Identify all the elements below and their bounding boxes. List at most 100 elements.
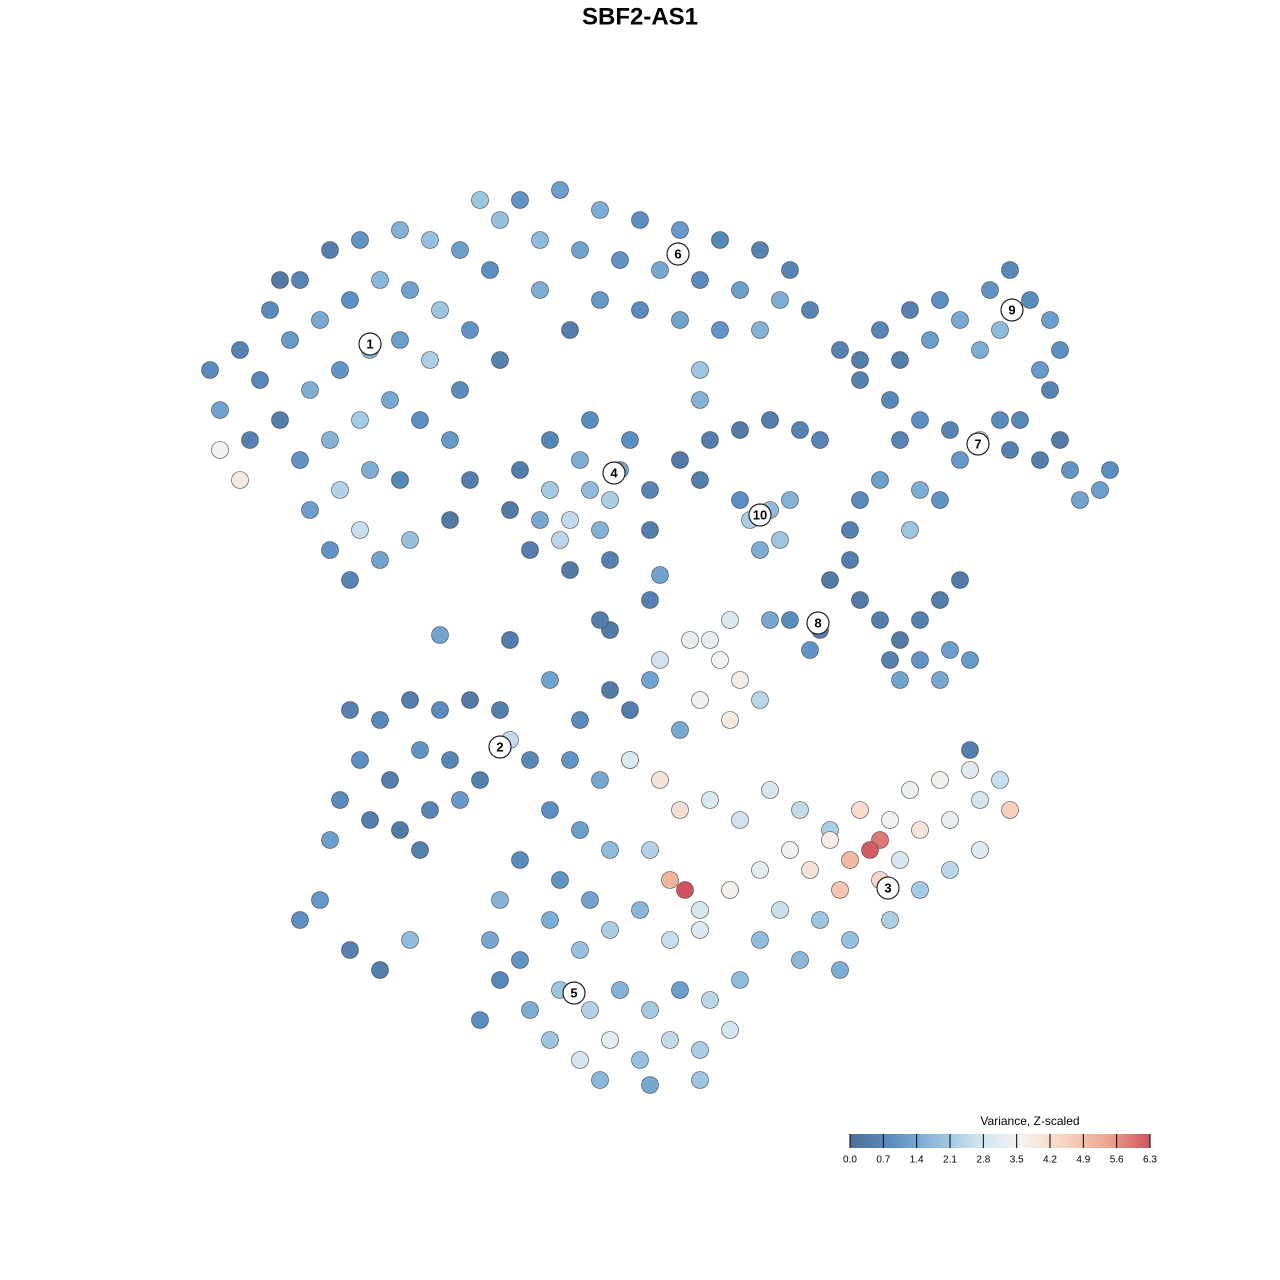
point — [421, 351, 439, 369]
point — [691, 271, 709, 289]
point — [991, 411, 1009, 429]
point — [521, 1001, 539, 1019]
point — [751, 861, 769, 879]
point — [771, 901, 789, 919]
cluster-label: 6 — [674, 246, 681, 261]
point — [411, 741, 429, 759]
point — [461, 471, 479, 489]
point — [201, 361, 219, 379]
cluster-marker — [488, 735, 512, 759]
colorbar-tick-label: 3.5 — [1010, 1155, 1024, 1166]
point — [511, 191, 529, 209]
point — [961, 651, 979, 669]
point — [811, 431, 829, 449]
point — [671, 451, 689, 469]
point — [981, 281, 999, 299]
point — [591, 1071, 609, 1089]
point — [731, 671, 749, 689]
point — [911, 881, 929, 899]
point — [721, 1021, 739, 1039]
point — [911, 611, 929, 629]
point — [841, 851, 859, 869]
point — [231, 471, 249, 489]
point — [731, 971, 749, 989]
point — [961, 761, 979, 779]
point — [791, 421, 809, 439]
colorbar-bar — [850, 1134, 1150, 1148]
point — [541, 911, 559, 929]
point — [561, 751, 579, 769]
colorbar-tick-label: 5.6 — [1110, 1155, 1124, 1166]
point — [571, 1051, 589, 1069]
point — [601, 551, 619, 569]
point — [291, 451, 309, 469]
point — [691, 691, 709, 709]
point — [391, 221, 409, 239]
point — [331, 791, 349, 809]
point — [401, 691, 419, 709]
point — [1011, 411, 1029, 429]
colorbar-tick-label: 6.3 — [1143, 1155, 1157, 1166]
point — [851, 351, 869, 369]
point — [941, 811, 959, 829]
point — [581, 481, 599, 499]
point — [641, 1001, 659, 1019]
point — [641, 671, 659, 689]
cluster-marker — [602, 461, 626, 485]
point — [421, 801, 439, 819]
point — [341, 941, 359, 959]
point — [641, 591, 659, 609]
point — [691, 391, 709, 409]
point — [581, 891, 599, 909]
point — [641, 1076, 659, 1094]
point — [801, 641, 819, 659]
point — [511, 951, 529, 969]
point — [301, 501, 319, 519]
point — [591, 771, 609, 789]
point — [931, 291, 949, 309]
colorbar: Variance, Z-scaled 0.0 0.7 1.4 2.1 2.8 3.5 4.2… — [843, 1114, 1157, 1165]
point — [421, 231, 439, 249]
point — [521, 751, 539, 769]
cluster-label: 2 — [496, 739, 503, 754]
point — [671, 721, 689, 739]
point — [781, 841, 799, 859]
point — [1041, 311, 1059, 329]
point — [851, 591, 869, 609]
point — [511, 461, 529, 479]
point — [341, 291, 359, 309]
point — [571, 241, 589, 259]
cluster-marker — [966, 432, 990, 456]
point — [871, 611, 889, 629]
colorbar-title: Variance, Z-scaled — [980, 1114, 1079, 1128]
point — [451, 791, 469, 809]
point — [1051, 431, 1069, 449]
points — [201, 181, 1119, 1094]
colorbar-tick-label: 0.7 — [876, 1155, 890, 1166]
point — [891, 631, 909, 649]
point — [851, 801, 869, 819]
point — [1001, 801, 1019, 819]
colorbar-tick-label: 4.9 — [1076, 1155, 1090, 1166]
point — [391, 471, 409, 489]
point — [391, 331, 409, 349]
point — [371, 961, 389, 979]
point — [531, 511, 549, 529]
point — [431, 701, 449, 719]
point — [871, 321, 889, 339]
point — [451, 381, 469, 399]
point — [881, 391, 899, 409]
point — [521, 541, 539, 559]
point — [771, 531, 789, 549]
cluster-label: 3 — [884, 880, 891, 895]
cluster-marker — [1000, 298, 1024, 322]
point — [961, 741, 979, 759]
cluster-label: 8 — [814, 615, 821, 630]
cluster-labels: 1 6 9 7 4 10 8 2 3 5 — [358, 242, 1024, 1005]
point — [781, 261, 799, 279]
point — [901, 781, 919, 799]
point — [401, 281, 419, 299]
point — [631, 301, 649, 319]
point — [911, 821, 929, 839]
